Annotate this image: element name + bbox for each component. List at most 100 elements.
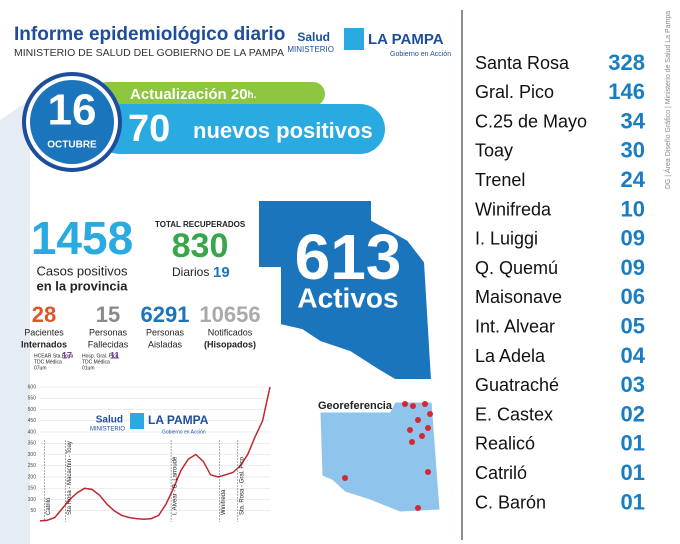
daily-value: 19: [213, 264, 230, 281]
locality-name: E. Castex: [475, 404, 553, 424]
update-band: [95, 82, 325, 106]
province-map: [257, 199, 434, 381]
locality-name: Winifreda: [475, 199, 552, 219]
hospital-name: Hosp. Gral. Pico: [82, 353, 119, 359]
locality-value: 34: [621, 108, 646, 133]
locality-value: 10: [621, 196, 645, 221]
locality-name: C. Barón: [475, 492, 546, 512]
annotation: Catriló: [46, 497, 52, 515]
logo: Salud: [297, 30, 330, 44]
y-tick-label: 300: [28, 452, 37, 458]
y-tick-label: 200: [28, 474, 37, 480]
new-band: [95, 104, 385, 154]
y-tick-label: 100: [28, 497, 37, 503]
date-circle: [30, 80, 114, 164]
chart-logo: Salud: [96, 415, 123, 426]
locality-value: 01: [621, 431, 645, 456]
map-label: Georeferencia: [318, 400, 393, 412]
total-label: Casos positivos: [36, 263, 128, 278]
locality-value: 328: [608, 50, 645, 75]
total-label: en la provincia: [36, 278, 128, 293]
cases-line: [39, 386, 271, 522]
stat-label: Notificados: [208, 327, 253, 337]
locality-name: I. Luiggi: [475, 229, 538, 249]
hospital-name: HCEAR Sta.Rosa: [34, 353, 74, 359]
stat-label: (Hisopados): [204, 339, 256, 349]
logo-icon: [344, 28, 364, 50]
recovered-label: TOTAL RECUPERADOS: [155, 220, 246, 229]
y-tick-label: 350: [28, 441, 37, 447]
locality-value: 24: [621, 167, 646, 192]
active-label: Activos: [297, 282, 398, 313]
y-tick-label: 150: [28, 486, 37, 492]
locality-name: Catriló: [475, 463, 527, 483]
locality-value: 01: [621, 489, 645, 514]
annotation: I. Alvear - B. Larroudé: [173, 456, 179, 515]
y-tick-label: 250: [28, 463, 37, 469]
stat-label: Internados: [21, 339, 67, 349]
y-tick-label: 500: [28, 407, 37, 413]
daily-label: Diarios: [172, 265, 209, 279]
day: 16: [48, 86, 97, 135]
hospital-line: TDC Médica: [34, 359, 62, 365]
locality-name: Q. Quemú: [475, 258, 558, 278]
hospital-line: TDC Médica: [82, 359, 110, 365]
locality-value: 03: [621, 372, 645, 397]
logo: Gobierno en Acción: [390, 51, 451, 58]
new-label: nuevos positivos: [193, 118, 373, 143]
y-tick-label: 450: [28, 418, 37, 424]
locality-name: Guatraché: [475, 375, 559, 395]
stat-value: 6291: [141, 302, 190, 327]
chart-logo: MINISTERIO: [90, 427, 125, 433]
locality-value: 30: [621, 138, 645, 163]
y-tick-label: 600: [28, 384, 37, 390]
locality-value: 04: [621, 343, 646, 368]
hospital-line: 01um: [82, 365, 95, 371]
locality-value: 146: [608, 79, 645, 104]
locality-name: Santa Rosa: [475, 53, 570, 73]
credit: DG | Área Diseño Gráfico | Ministerio de…: [663, 11, 672, 189]
annotation: Winifreda: [221, 489, 227, 515]
annotation: Sta Rosa - Macachín - Toay: [67, 441, 73, 515]
locality-name: Toay: [475, 141, 513, 161]
total-value: 1458: [31, 212, 133, 264]
locality-name: Int. Alvear: [475, 316, 555, 336]
stat-label: Pacientes: [24, 327, 64, 337]
locality-name: La Adela: [475, 346, 546, 366]
locality-name: Realicó: [475, 434, 535, 454]
stat-value: 15: [96, 302, 120, 327]
locality-name: C.25 de Mayo: [475, 111, 587, 131]
locality-value: 01: [621, 460, 645, 485]
locality-value: 05: [621, 314, 645, 339]
subtitle: MINISTERIO DE SALUD DEL GOBIERNO DE LA P…: [14, 47, 284, 59]
stat-label: Personas: [89, 327, 128, 337]
y-tick-label: 400: [28, 429, 37, 435]
map-dots: [342, 401, 433, 511]
locality-name: Gral. Pico: [475, 82, 554, 102]
stat-value: 10656: [199, 302, 260, 327]
chart-logo: LA PAMPA: [148, 413, 209, 427]
logo: LA PAMPA: [368, 31, 444, 48]
new-value: 70: [128, 108, 170, 150]
logo: MINISTERIO: [287, 45, 334, 54]
chart-logo-icon: [130, 413, 144, 429]
title: Informe epidemiológico diario: [14, 24, 285, 45]
update: Actualización 20h.: [130, 86, 257, 103]
stat-label: Aisladas: [148, 339, 183, 349]
recovered-value: 830: [172, 227, 229, 265]
y-tick-label: 50: [30, 508, 36, 514]
locality-name: Trenel: [475, 170, 525, 190]
y-tick-label: 550: [28, 396, 37, 402]
deco: [0, 100, 30, 544]
hospital-value: 17: [62, 350, 72, 360]
stat-value: 28: [32, 302, 56, 327]
hospital-value: 11: [110, 350, 120, 360]
locality-value: 06: [621, 284, 645, 309]
annotation: Sta. Rosa - Gral. Pico: [239, 456, 245, 515]
stat-label: Personas: [146, 327, 185, 337]
chart-logo: Gobierno en Acción: [162, 429, 206, 435]
locality-value: 02: [621, 401, 645, 426]
active-value: 613: [295, 221, 402, 293]
locality-value: 09: [621, 226, 645, 251]
